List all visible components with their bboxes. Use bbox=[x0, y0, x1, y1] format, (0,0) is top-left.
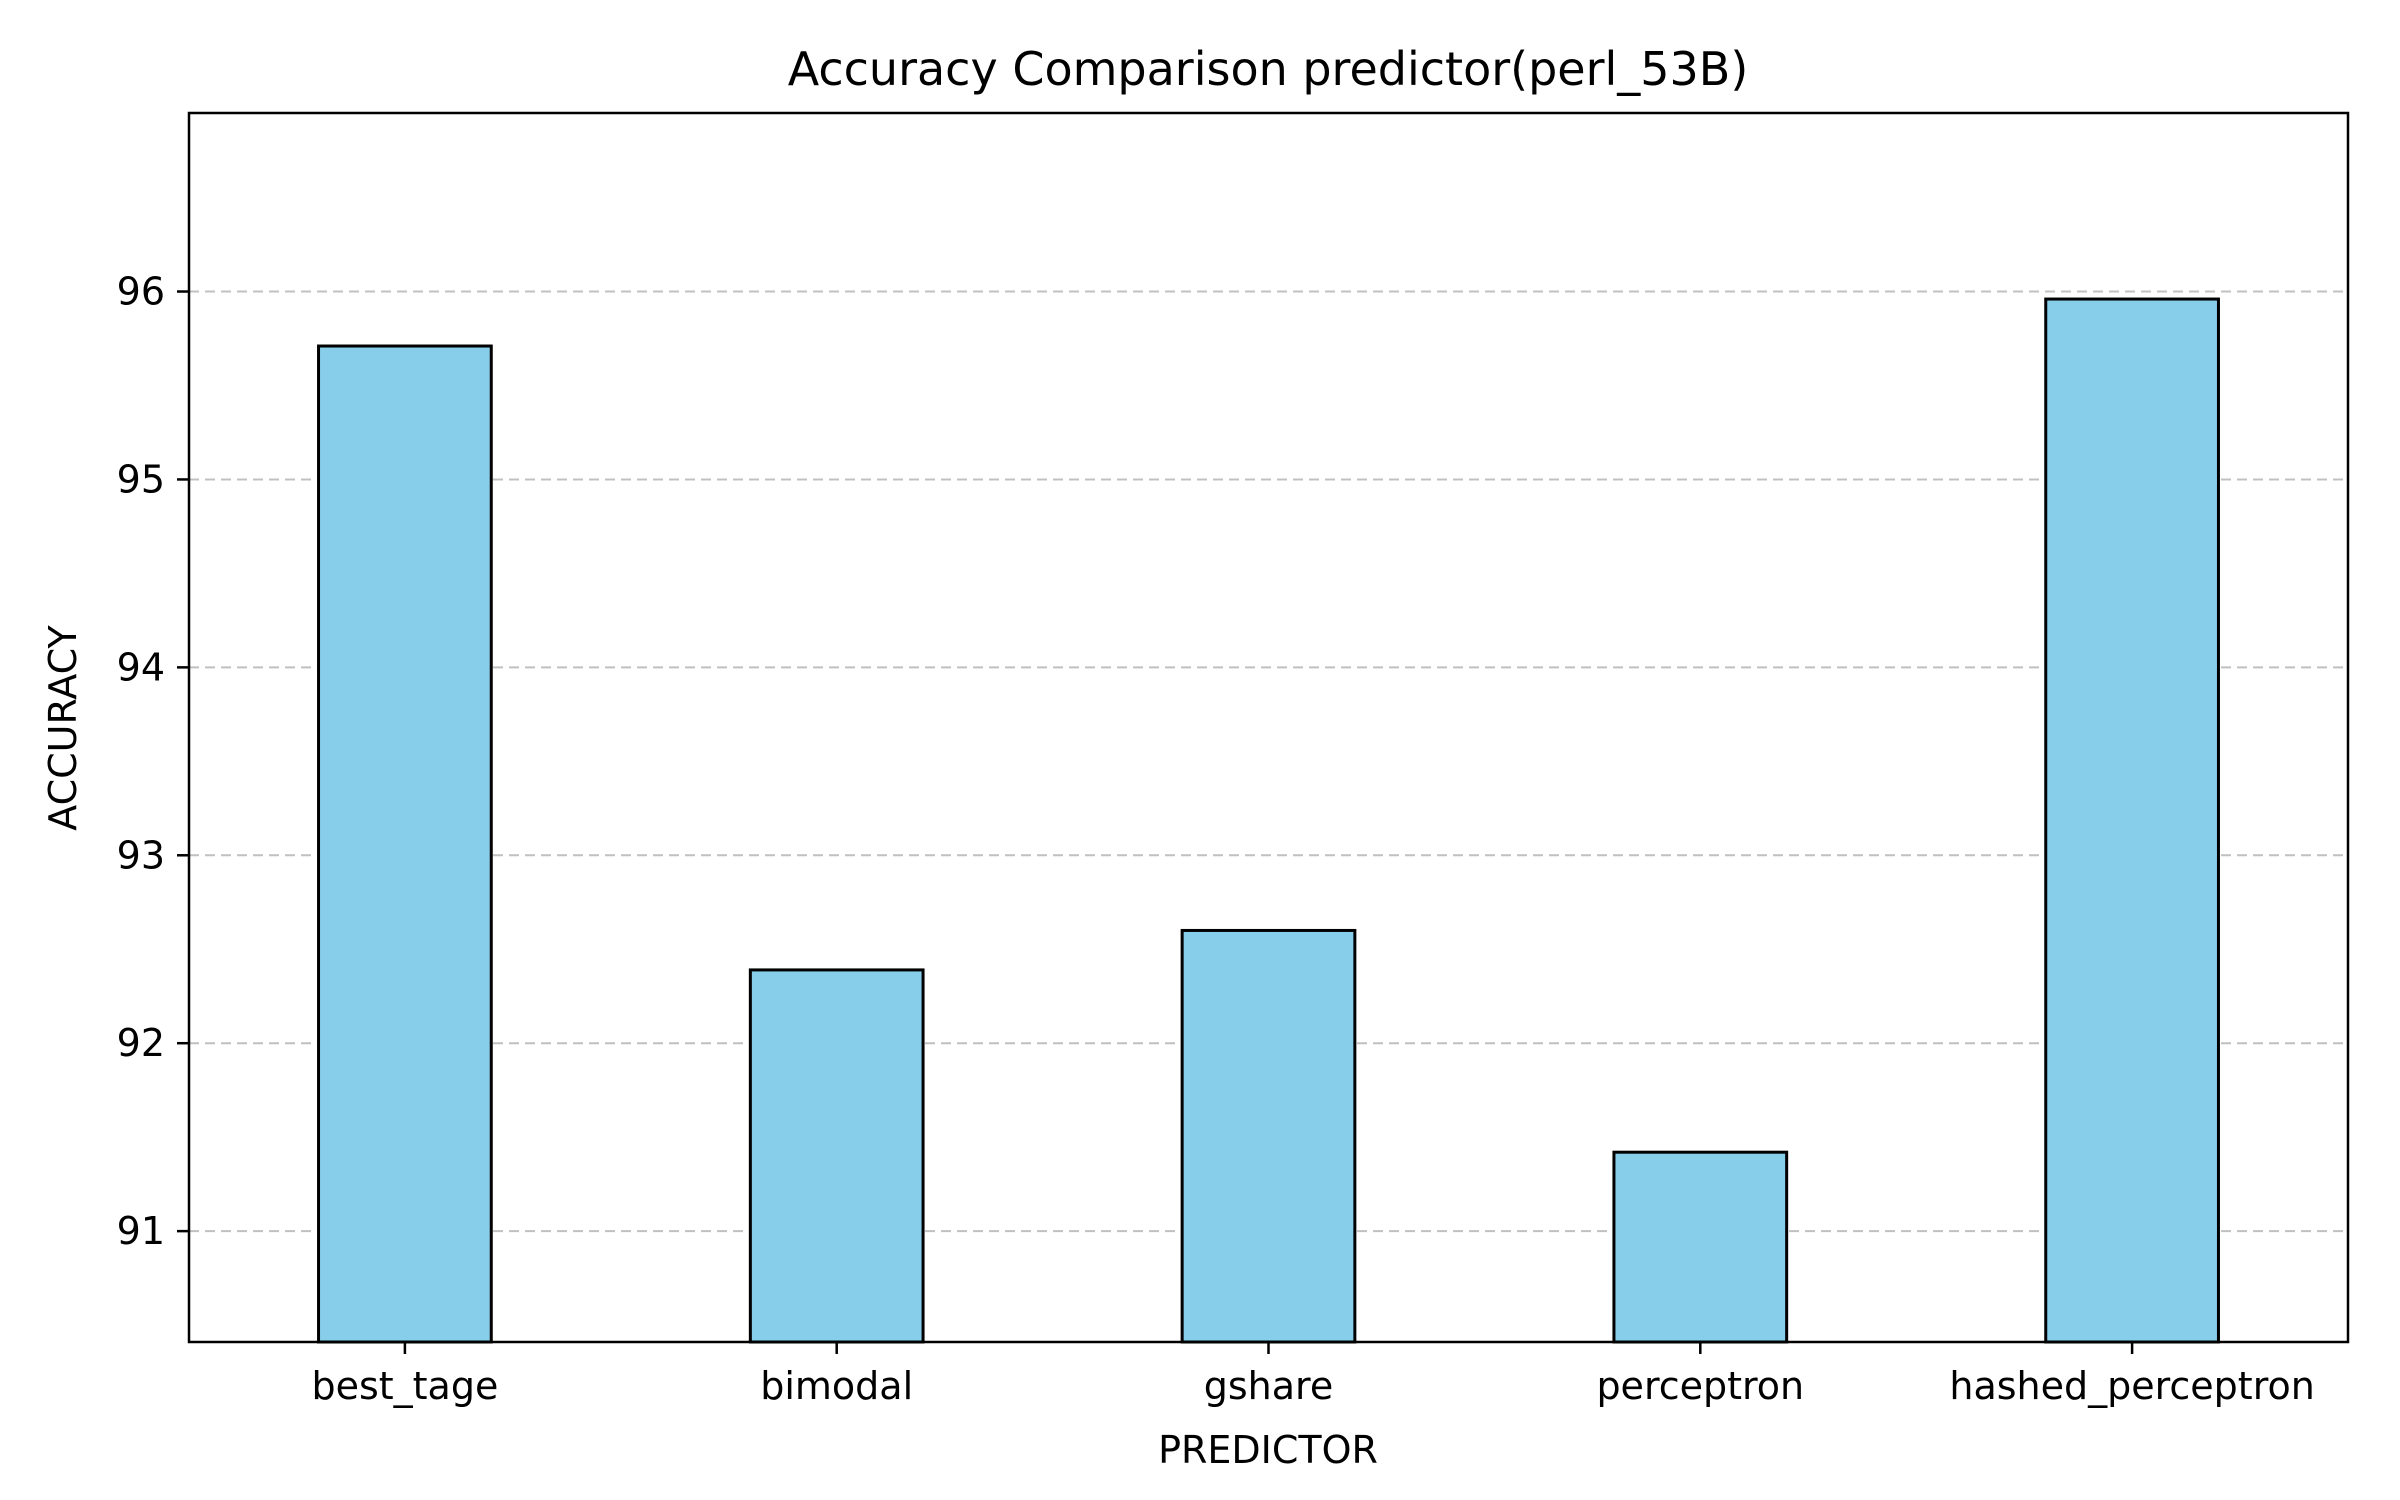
x-tick-label: perceptron bbox=[1596, 1364, 1804, 1408]
x-axis-label: PREDICTOR bbox=[1158, 1428, 1378, 1472]
bars bbox=[317, 297, 2220, 1344]
x-tick-label: bimodal bbox=[760, 1364, 913, 1408]
bar-perceptron bbox=[1612, 1150, 1789, 1344]
bar-hashed-perceptron bbox=[2044, 297, 2220, 1344]
y-tick-label: 92 bbox=[117, 1021, 165, 1065]
y-tick-label: 95 bbox=[117, 457, 165, 501]
y-tick-label: 93 bbox=[117, 833, 165, 877]
bar-gshare bbox=[1180, 928, 1357, 1344]
chart-title: Accuracy Comparison predictor(perl_53B) bbox=[788, 42, 1749, 96]
y-axis-label: ACCURACY bbox=[41, 624, 85, 830]
grid-lines bbox=[189, 290, 2348, 1233]
y-axis-ticks: 91 92 93 94 95 96 bbox=[117, 270, 189, 1253]
y-tick-label: 91 bbox=[117, 1209, 165, 1253]
x-tick-label: gshare bbox=[1204, 1364, 1333, 1408]
x-tick-label: hashed_perceptron bbox=[1949, 1364, 2314, 1408]
x-tick-label: best_tage bbox=[311, 1364, 498, 1408]
x-axis-ticks: best_tage bimodal gshare perceptron hashed_p… bbox=[311, 1342, 2315, 1408]
bar-bimodal bbox=[748, 968, 925, 1344]
bar-best-tage bbox=[317, 344, 493, 1344]
y-tick-label: 96 bbox=[117, 270, 165, 314]
y-tick-label: 94 bbox=[117, 645, 165, 689]
